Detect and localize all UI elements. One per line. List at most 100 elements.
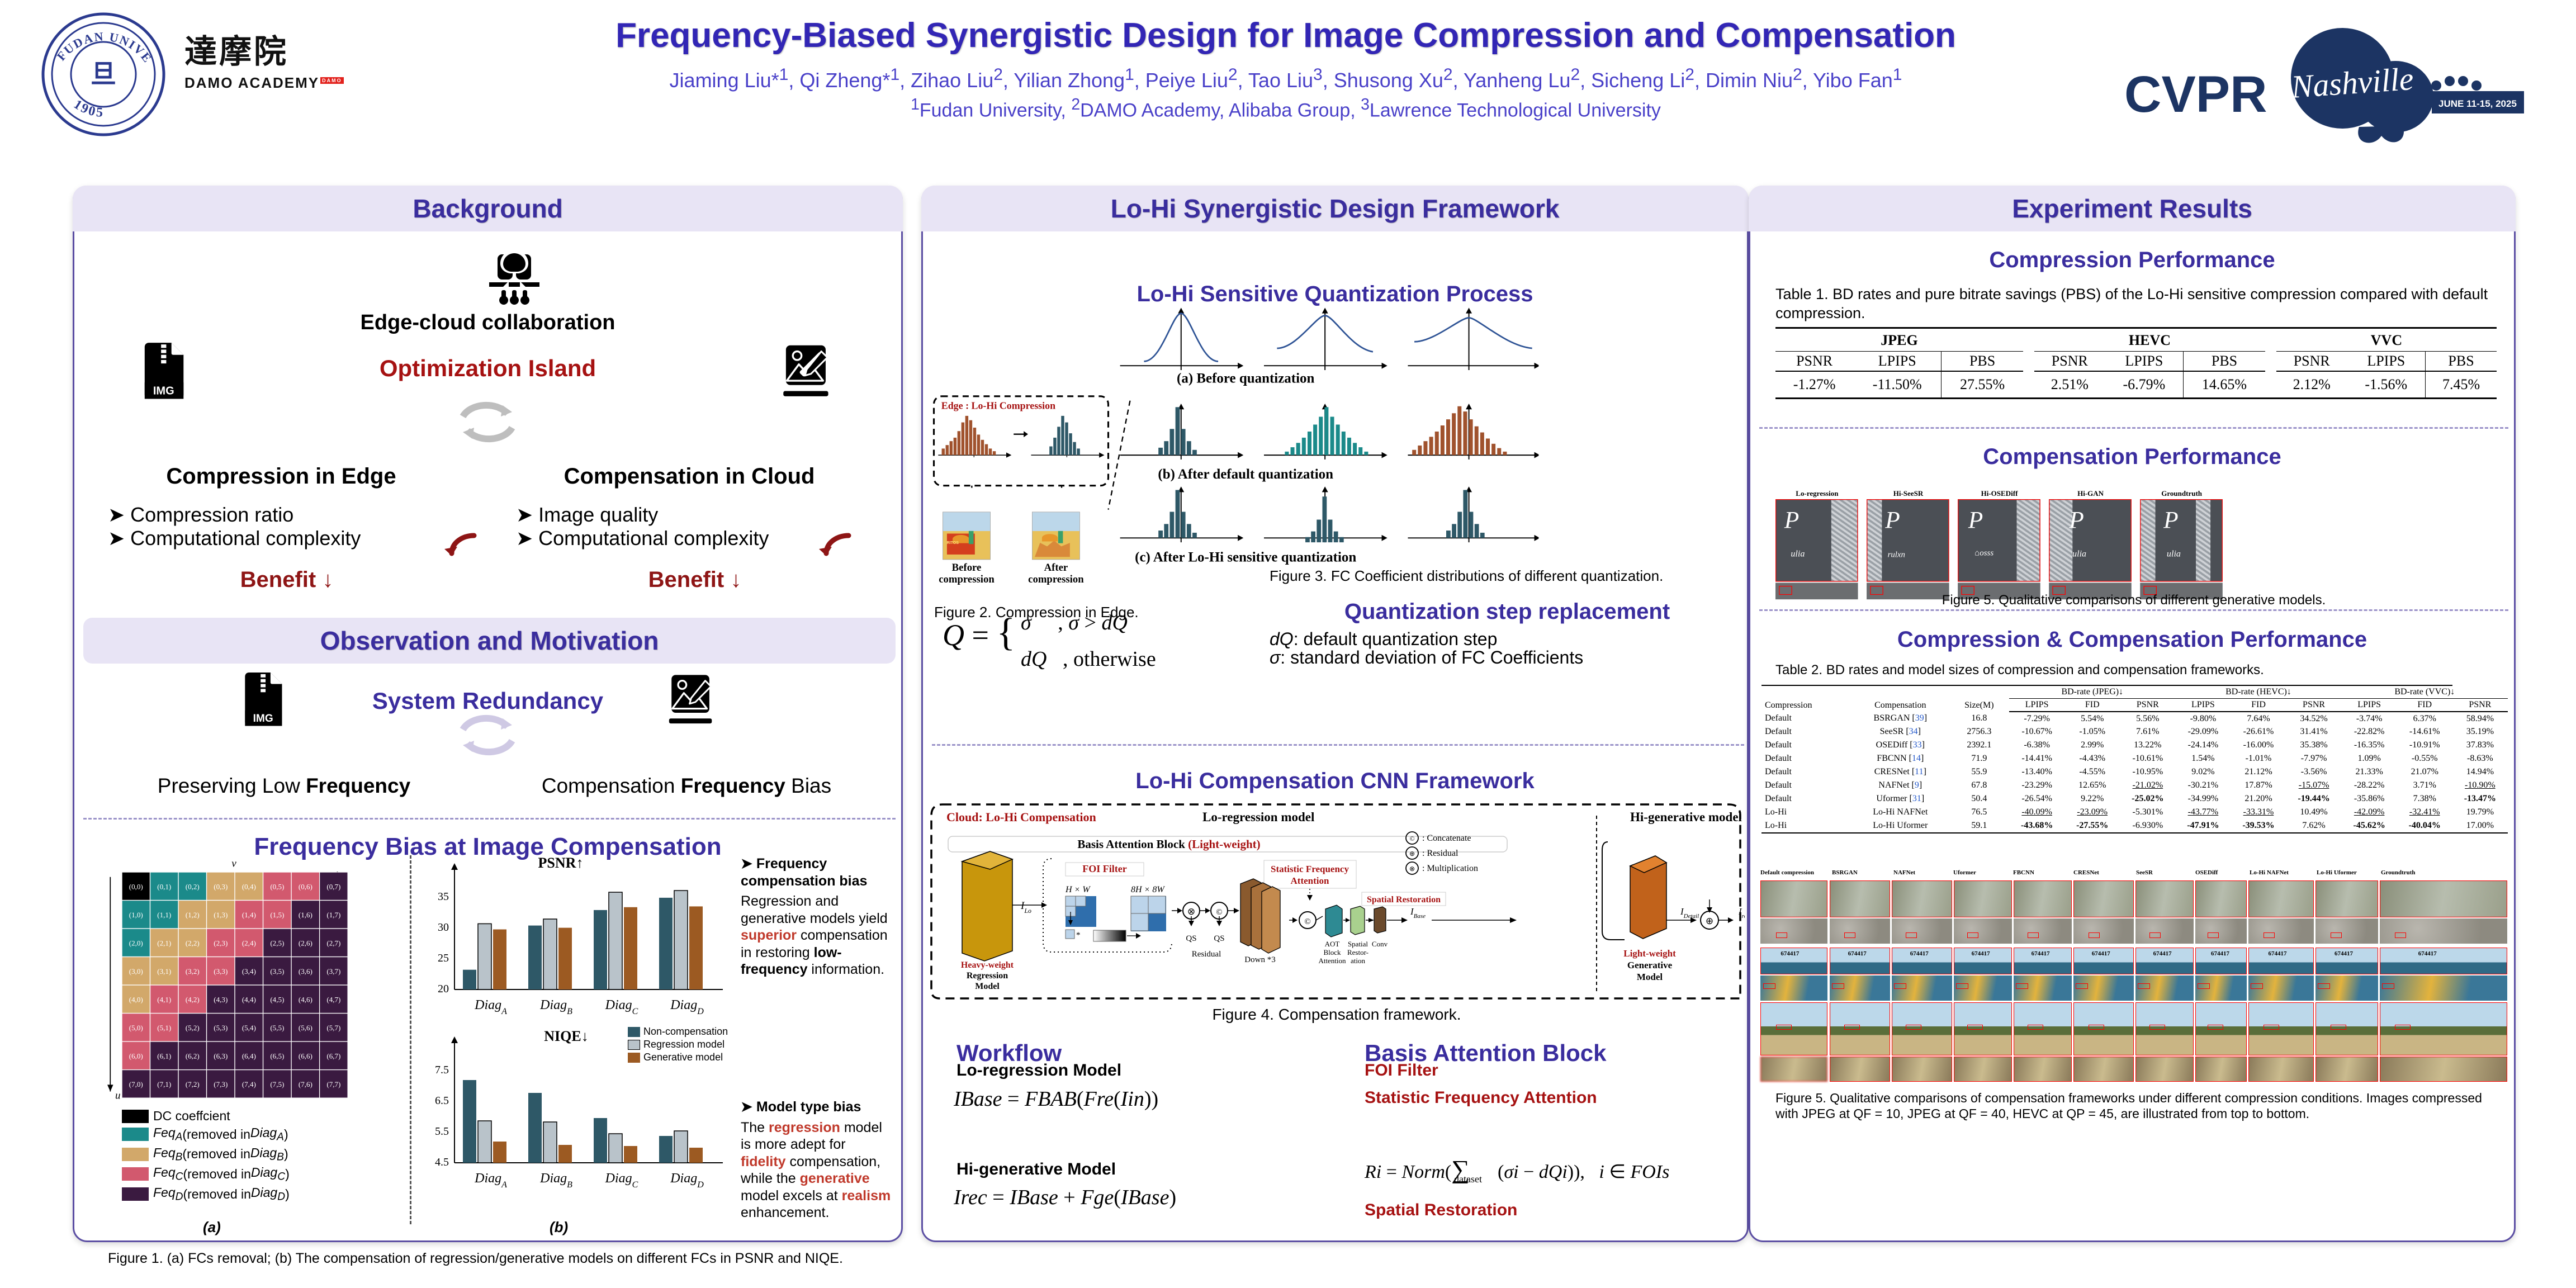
svg-text:Attention: Attention — [1291, 875, 1329, 886]
svg-text:(5,7): (5,7) — [326, 1024, 340, 1032]
svg-text:(0,0): (0,0) — [129, 882, 143, 891]
svg-text:v: v — [231, 860, 236, 869]
svg-text:(5,2): (5,2) — [186, 1024, 200, 1032]
svg-text:(1,5): (1,5) — [270, 911, 284, 919]
svg-text:旦: 旦 — [91, 60, 116, 88]
svg-text:Hi-generative model: Hi-generative model — [1630, 810, 1742, 824]
svg-text:(3,3): (3,3) — [214, 967, 228, 976]
svg-text:(3,4): (3,4) — [242, 967, 256, 976]
svg-text:PSNR↑: PSNR↑ — [538, 855, 584, 871]
svg-text:Generative: Generative — [1627, 960, 1673, 970]
svg-text:DiagC: DiagC — [605, 1171, 638, 1190]
svg-text:Light-weight: Light-weight — [1623, 948, 1676, 959]
svg-text:(2,3): (2,3) — [214, 939, 228, 948]
svg-text:(0,7): (0,7) — [326, 882, 340, 891]
svg-text:⊗: ⊗ — [1409, 865, 1415, 873]
svg-text:FOI Filter: FOI Filter — [1082, 863, 1126, 874]
svg-text:⊕: ⊕ — [1409, 850, 1415, 858]
svg-text:(7,4): (7,4) — [242, 1080, 256, 1088]
svg-text:Edge : Lo-Hi Compression: Edge : Lo-Hi Compression — [941, 400, 1055, 411]
svg-text:Restor-: Restor- — [1347, 948, 1368, 956]
svg-text:DiagC: DiagC — [605, 998, 638, 1016]
svg-text:(2,1): (2,1) — [157, 939, 171, 948]
svg-text:(6,3): (6,3) — [214, 1052, 228, 1060]
svg-text:(2,5): (2,5) — [270, 939, 284, 948]
svg-text:Lo-regression model: Lo-regression model — [1202, 810, 1314, 824]
svg-text:DiagD: DiagD — [670, 1171, 704, 1190]
svg-text:(4,5): (4,5) — [270, 996, 284, 1004]
svg-text:(3,0): (3,0) — [129, 967, 143, 976]
svg-text:Down *3: Down *3 — [1244, 955, 1275, 964]
svg-text:(1,7): (1,7) — [326, 911, 340, 919]
svg-text:8H × 8W: 8H × 8W — [1131, 885, 1165, 894]
svg-text:(4,7): (4,7) — [326, 996, 340, 1004]
svg-text:(2,6): (2,6) — [299, 939, 312, 948]
svg-text:(5,6): (5,6) — [299, 1024, 312, 1032]
svg-text:(0,6): (0,6) — [299, 882, 312, 891]
svg-text:(6,5): (6,5) — [270, 1052, 284, 1060]
svg-text:(1,1): (1,1) — [157, 911, 171, 919]
svg-text:Irec: Irec — [1738, 906, 1745, 920]
svg-text:(2,4): (2,4) — [242, 939, 256, 948]
svg-text:(1,2): (1,2) — [186, 911, 200, 919]
svg-text:(7,7): (7,7) — [326, 1080, 340, 1088]
svg-text:(1,6): (1,6) — [299, 911, 312, 919]
svg-text:(7,6): (7,6) — [299, 1080, 312, 1088]
svg-text:(6,6): (6,6) — [299, 1052, 312, 1060]
svg-text:(4,3): (4,3) — [214, 996, 228, 1004]
svg-text:CVPR: CVPR — [2124, 66, 2267, 123]
svg-text:: Residual: : Residual — [1422, 849, 1459, 858]
svg-text:(2,2): (2,2) — [186, 939, 200, 948]
svg-text:(4,2): (4,2) — [186, 996, 200, 1004]
svg-text:Attention: Attention — [1318, 956, 1346, 965]
svg-text:(7,5): (7,5) — [270, 1080, 284, 1088]
svg-text:25: 25 — [438, 952, 449, 964]
svg-text:NIQE↓: NIQE↓ — [544, 1029, 588, 1044]
svg-text:1905: 1905 — [71, 97, 105, 120]
svg-text:(6,0): (6,0) — [129, 1052, 143, 1060]
svg-text:(7,0): (7,0) — [129, 1080, 143, 1088]
svg-text:(7,3): (7,3) — [214, 1080, 228, 1088]
svg-text:AOT: AOT — [1325, 940, 1340, 948]
svg-text:(3,7): (3,7) — [326, 967, 340, 976]
svg-text:7.5: 7.5 — [435, 1064, 449, 1076]
svg-text:Spatial: Spatial — [1348, 940, 1368, 948]
svg-text:(6,2): (6,2) — [186, 1052, 200, 1060]
svg-text:DiagA: DiagA — [474, 1171, 507, 1190]
svg-text:Model: Model — [975, 982, 1000, 991]
svg-text:Block: Block — [1323, 948, 1341, 956]
svg-text:6.5: 6.5 — [435, 1095, 449, 1107]
svg-text:©: © — [1304, 917, 1310, 926]
svg-text:©: © — [1409, 835, 1414, 842]
svg-text:(0,3): (0,3) — [214, 882, 228, 891]
svg-text:Model: Model — [1637, 972, 1663, 982]
svg-text:(5,3): (5,3) — [214, 1024, 228, 1032]
svg-text:ILo: ILo — [1020, 900, 1031, 915]
svg-text:IBase: IBase — [1410, 906, 1426, 920]
svg-text:(1,4): (1,4) — [242, 911, 256, 919]
svg-text:(7,2): (7,2) — [186, 1080, 200, 1088]
svg-text:(3,1): (3,1) — [157, 967, 171, 976]
svg-text:Cloud: Lo-Hi Compensation: Cloud: Lo-Hi Compensation — [946, 810, 1096, 824]
svg-text:(4,6): (4,6) — [299, 996, 312, 1004]
svg-text:QS: QS — [1214, 934, 1224, 943]
svg-text:(0,2): (0,2) — [186, 882, 200, 891]
svg-text:Spatial Restoration: Spatial Restoration — [1367, 895, 1441, 905]
svg-text:⊗: ⊗ — [1187, 906, 1195, 917]
svg-text:Conv: Conv — [1372, 940, 1388, 948]
svg-text:⊕: ⊕ — [1706, 916, 1713, 926]
svg-text:4.5: 4.5 — [435, 1156, 449, 1168]
svg-text:(4,4): (4,4) — [242, 996, 256, 1004]
svg-text:Regression: Regression — [967, 971, 1008, 981]
svg-text:(6,1): (6,1) — [157, 1052, 171, 1060]
svg-text:(0,4): (0,4) — [242, 882, 256, 891]
svg-text:5.5: 5.5 — [435, 1125, 449, 1138]
svg-text:DiagD: DiagD — [670, 998, 704, 1016]
svg-text:(5,5): (5,5) — [270, 1024, 284, 1032]
svg-text:(1,3): (1,3) — [214, 911, 228, 919]
svg-text:*: * — [1076, 931, 1081, 940]
svg-text:IDetail: IDetail — [1680, 906, 1699, 920]
svg-text:35: 35 — [438, 891, 449, 903]
svg-text:(2,7): (2,7) — [326, 939, 340, 948]
svg-text:(6,4): (6,4) — [242, 1052, 256, 1060]
